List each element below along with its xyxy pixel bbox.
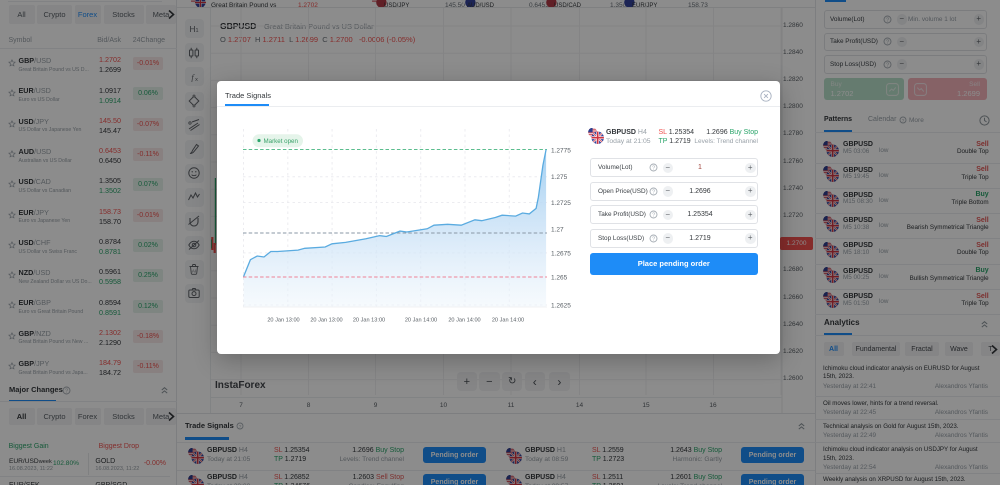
svg-text:USD/CAD: USD/CAD: [554, 3, 582, 8]
svg-text:?: ?: [886, 40, 889, 46]
svg-text:20 Jan 14:00: 20 Jan 14:00: [448, 318, 480, 324]
svg-text:1.3505: 1.3505: [610, 2, 630, 8]
svg-text:?: ?: [886, 17, 889, 23]
svg-text:?: ?: [651, 213, 654, 219]
svg-text:EUR/JPY: EUR/JPY: [632, 3, 657, 8]
svg-text:20 Jan 13:00: 20 Jan 13:00: [310, 318, 342, 324]
svg-text:AUD/USD: AUD/USD: [467, 3, 495, 8]
svg-text:?: ?: [239, 424, 242, 430]
svg-text:?: ?: [902, 118, 905, 124]
svg-text:?: ?: [651, 166, 654, 172]
svg-text:1.265: 1.265: [551, 274, 568, 281]
svg-text:158.73: 158.73: [688, 2, 708, 8]
svg-text:?: ?: [64, 388, 67, 394]
svg-text:Market open: Market open: [264, 138, 299, 145]
svg-text:?: ?: [651, 189, 654, 195]
svg-text:0.6453: 0.6453: [529, 2, 549, 8]
svg-text:AI: AI: [192, 269, 196, 274]
svg-text:USD/JPY: USD/JPY: [384, 3, 409, 8]
svg-text:20 Jan 13:00: 20 Jan 13:00: [353, 318, 385, 324]
svg-text:1.2675: 1.2675: [551, 250, 571, 257]
svg-text:20 Jan 14:00: 20 Jan 14:00: [405, 318, 437, 324]
svg-text:1.27: 1.27: [551, 226, 564, 233]
svg-text:1.2775: 1.2775: [551, 148, 571, 155]
svg-text:x: x: [195, 77, 198, 83]
svg-text:1.275: 1.275: [551, 174, 568, 181]
svg-text:1.2625: 1.2625: [551, 303, 571, 310]
svg-text:f: f: [191, 72, 195, 82]
svg-text:?: ?: [651, 236, 654, 242]
svg-text:Great Britain Pound vs: Great Britain Pound vs: [211, 2, 277, 8]
svg-text:?: ?: [886, 62, 889, 68]
svg-text:20 Jan 14:00: 20 Jan 14:00: [492, 318, 524, 324]
svg-text:20 Jan 13:00: 20 Jan 13:00: [267, 318, 299, 324]
svg-text:H1: H1: [189, 24, 198, 34]
svg-text:1.2725: 1.2725: [551, 200, 571, 207]
svg-text:145.50: 145.50: [445, 2, 465, 8]
svg-text:1.2702: 1.2702: [298, 2, 318, 8]
